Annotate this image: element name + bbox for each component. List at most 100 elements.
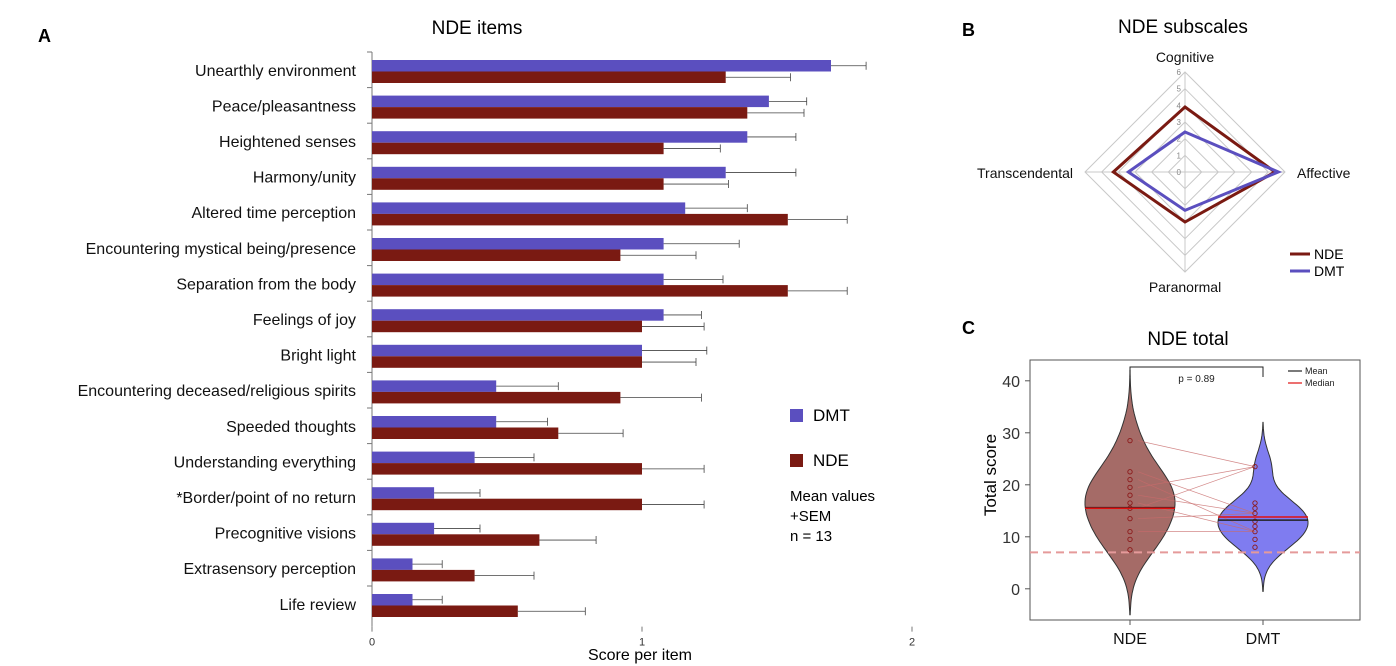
data-point [1252,463,1258,470]
paired-line [1137,440,1256,467]
bar-nde [372,213,788,226]
bar-nde [372,71,726,83]
legend-label-mean: Mean [1305,366,1328,376]
data-point [1252,528,1258,535]
violin-y-tick-label: 30 [1002,426,1020,443]
panel-b: B NDE subscales 0 1 2 3 4 5 6 Cognitive Affectiv… [962,17,1351,295]
paired-line [1137,494,1256,514]
radar-legend-dmt: DMT [1314,263,1345,279]
radar-tick-label: 3 [1177,118,1182,127]
bar-nde [372,498,642,511]
radar-tick-label: 5 [1177,85,1182,94]
bar-nde [372,178,664,190]
significance-bracket [1129,366,1264,377]
violin-y-tick-label: 40 [1002,374,1020,391]
radar-tick-label: 1 [1177,151,1182,160]
radar-tick-label: 4 [1177,101,1182,110]
bar-dmt [372,380,497,392]
bar-category-label: Peace/pleasantness [212,98,356,115]
radar-axis-label: Affective [1297,165,1351,181]
bar-nde [372,427,559,439]
radar-legend-nde: NDE [1314,246,1344,262]
violin-y-tick-label: 20 [1002,478,1020,495]
data-point [1252,536,1258,543]
bar-dmt [372,558,413,570]
legend-swatch-nde [790,454,803,467]
data-point [1252,544,1258,550]
data-point [1127,528,1133,535]
data-point [1252,505,1258,511]
data-point [1252,518,1258,524]
panel-b-letter: B [962,20,975,40]
violin-x-tick-label: DMT [1246,631,1281,648]
violin-chart-plot: 0 10 20 30 40 NDE DMT p = 0.89 Mean Median [1002,359,1361,648]
data-point [1127,484,1133,491]
note-mean-values: Mean values [790,488,875,505]
bar-category-label: Altered time perception [191,205,356,222]
legend-label-nde: NDE [813,451,849,470]
paired-line [1137,466,1256,509]
radar-chart-title: NDE subscales [1118,17,1248,38]
bar-category-label: Speeded thoughts [226,419,356,436]
violin-chart-title: NDE total [1147,329,1228,350]
paired-line [1137,513,1256,519]
data-point [1252,500,1258,506]
bar-nde [372,320,642,333]
bar-dmt [372,273,664,286]
radar-chart-legend: NDE DMT [1290,246,1345,279]
bar-dmt [372,451,475,464]
bar-nde [372,605,518,617]
bar-category-label: Unearthly environment [195,63,357,80]
bar-chart-plot: 0 1 2 Unearthly environment Peace/pleasantne… [78,51,915,649]
bar-category-label: Harmony/unity [253,170,356,187]
bar-nde [372,534,540,546]
bar-dmt [372,95,769,108]
legend-label-median: Median [1305,378,1335,388]
bar-nde [372,249,621,261]
bar-dmt [372,309,664,321]
bar-category-label: Encountering mystical being/presence [86,241,356,258]
bar-category-label: Separation from the body [176,276,356,293]
bar-dmt [372,166,726,179]
bar-dmt [372,344,642,357]
bar-category-label: Life review [280,597,357,614]
note-sem: +SEM [790,508,831,525]
panel-a-letter: A [38,26,51,46]
paired-line [1137,466,1256,488]
data-point [1252,523,1258,530]
panel-a: A NDE items 0 1 2 Unearthly environment Peac… [38,18,915,664]
legend-swatch-dmt [790,409,803,422]
data-point [1127,500,1133,506]
bar-dmt [372,487,435,499]
bar-dmt [372,522,435,535]
data-point [1127,469,1133,475]
data-point [1127,515,1133,522]
bar-nde [372,463,642,475]
bar-category-label: Encountering deceased/religious spirits [78,383,356,400]
bar-nde [372,107,748,119]
data-point [1127,476,1133,483]
radar-tick-label: 6 [1177,68,1182,77]
violin-y-tick-label: 10 [1002,530,1020,547]
bar-x-tick-label: 0 [369,637,375,649]
data-point [1127,547,1133,553]
bar-dmt [372,60,831,72]
bar-category-label: Feelings of joy [253,312,356,329]
violin-y-label: Total score [981,434,1000,516]
panel-c-letter: C [962,318,975,338]
note-n: n = 13 [790,528,832,545]
bar-nde [372,391,621,404]
p-value-label: p = 0.89 [1178,374,1215,385]
radar-tick-label: 0 [1177,168,1182,177]
bar-dmt [372,594,413,606]
bar-category-label: Bright light [280,348,356,365]
bar-dmt [372,202,686,214]
bar-nde [372,142,664,155]
data-point [1127,437,1133,444]
bar-chart-title: NDE items [432,18,523,39]
bar-nde [372,569,475,582]
bar-dmt [372,131,748,143]
panel-c: C NDE total 0 10 20 30 40 NDE DMT p = 0.89 Mean M… [962,318,1361,648]
bar-category-label: Understanding everything [174,454,356,471]
